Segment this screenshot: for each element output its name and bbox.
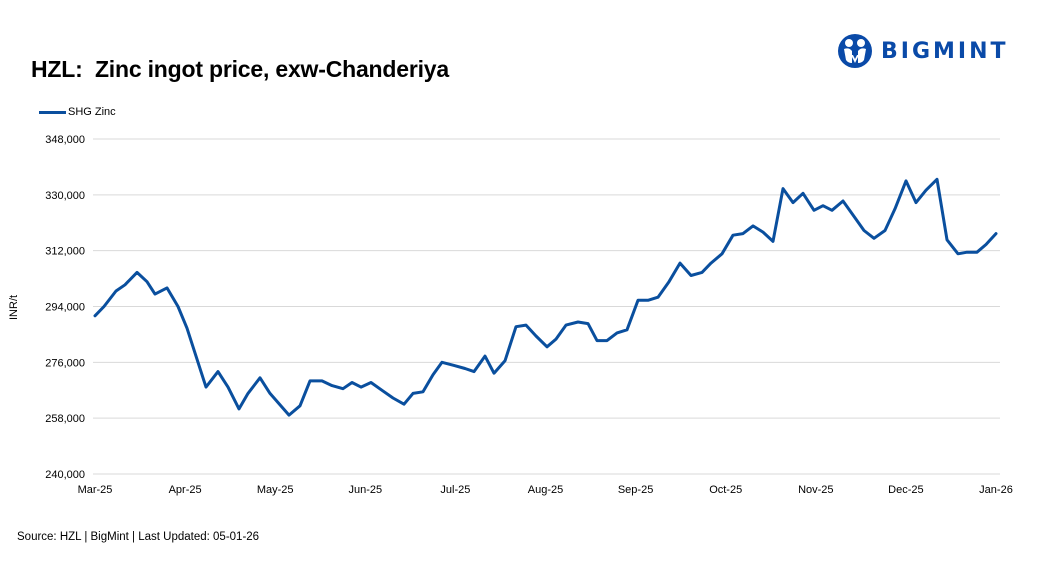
x-tick-label: Mar-25 bbox=[78, 484, 113, 496]
series-line-shg-zinc bbox=[93, 177, 998, 417]
legend-swatch-shg-zinc bbox=[39, 110, 66, 114]
bigmint-logo: BIGMINT bbox=[837, 33, 1009, 69]
y-tick-label: 330,000 bbox=[45, 190, 85, 202]
source-note: Source: HZL | BigMint | Last Updated: 05… bbox=[17, 531, 260, 543]
x-tick-label: Aug-25 bbox=[528, 484, 563, 496]
chart-legend: SHG Zinc bbox=[39, 106, 116, 118]
bigmint-people-icon bbox=[838, 34, 872, 68]
chart-title: HZL: Zinc ingot price, exw-Chanderiya bbox=[31, 56, 449, 82]
logo-text: BIGMINT bbox=[881, 38, 1009, 64]
y-tick-label: 276,000 bbox=[45, 357, 85, 369]
x-tick-label: Jul-25 bbox=[440, 484, 470, 496]
x-tick-label: Sep-25 bbox=[618, 484, 653, 496]
y-tick-label: 258,000 bbox=[45, 413, 85, 425]
x-tick-label: Apr-25 bbox=[169, 484, 202, 496]
x-tick-label: May-25 bbox=[257, 484, 294, 496]
y-tick-label: 240,000 bbox=[45, 469, 85, 481]
y-tick-label: 348,000 bbox=[45, 134, 85, 146]
x-tick-label: Dec-25 bbox=[888, 484, 923, 496]
x-tick-label: Jan-26 bbox=[979, 484, 1013, 496]
x-tick-label: Oct-25 bbox=[709, 484, 742, 496]
x-tick-label: Nov-25 bbox=[798, 484, 833, 496]
y-tick-label: 294,000 bbox=[45, 302, 85, 314]
x-tick-label: Jun-25 bbox=[348, 484, 382, 496]
legend-label-shg-zinc: SHG Zinc bbox=[68, 106, 116, 118]
y-tick-label: 312,000 bbox=[45, 246, 85, 258]
